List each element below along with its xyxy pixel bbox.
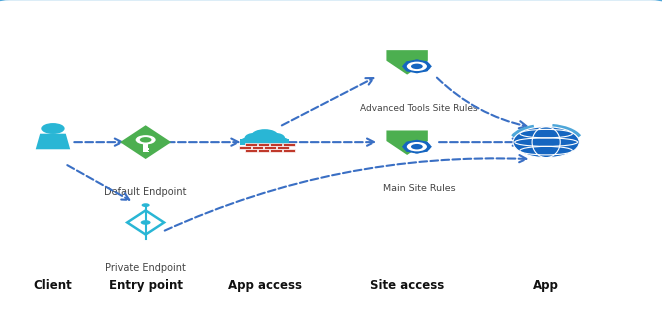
Bar — [258, 149, 269, 152]
Bar — [245, 149, 257, 152]
Bar — [240, 139, 289, 145]
Text: App: App — [533, 279, 559, 292]
Circle shape — [406, 150, 410, 152]
Circle shape — [403, 140, 431, 153]
Circle shape — [414, 59, 420, 62]
Circle shape — [252, 129, 278, 142]
Bar — [270, 149, 282, 152]
Circle shape — [406, 142, 410, 144]
Circle shape — [423, 69, 428, 72]
Circle shape — [411, 64, 423, 69]
Polygon shape — [120, 125, 171, 159]
Circle shape — [406, 142, 427, 151]
Circle shape — [423, 61, 428, 63]
Polygon shape — [387, 50, 428, 74]
Bar — [270, 143, 282, 146]
Text: Advanced Tools Site Rules: Advanced Tools Site Rules — [360, 104, 478, 112]
Bar — [264, 146, 276, 149]
Text: App access: App access — [228, 279, 302, 292]
Bar — [245, 143, 257, 146]
Bar — [258, 143, 269, 146]
Text: Site access: Site access — [370, 279, 444, 292]
Circle shape — [411, 144, 423, 150]
Bar — [143, 144, 148, 152]
Bar — [239, 146, 251, 149]
Bar — [277, 146, 289, 149]
Text: Default Endpoint: Default Endpoint — [105, 187, 187, 197]
Circle shape — [423, 150, 428, 152]
Circle shape — [427, 146, 432, 148]
Text: Entry point: Entry point — [109, 279, 183, 292]
Bar — [252, 146, 263, 149]
Circle shape — [513, 127, 579, 158]
Polygon shape — [387, 130, 428, 155]
Circle shape — [423, 142, 428, 144]
Text: Client: Client — [34, 279, 72, 292]
Circle shape — [402, 65, 407, 68]
Circle shape — [141, 220, 150, 225]
Circle shape — [414, 71, 420, 73]
Circle shape — [142, 203, 150, 207]
Circle shape — [271, 137, 289, 146]
Bar — [146, 148, 149, 150]
Circle shape — [244, 133, 266, 143]
Circle shape — [406, 61, 427, 71]
Circle shape — [414, 151, 420, 154]
Circle shape — [136, 135, 156, 145]
Text: Main Site Rules: Main Site Rules — [383, 184, 455, 193]
Bar — [146, 151, 149, 152]
Circle shape — [427, 65, 432, 68]
Circle shape — [406, 61, 410, 63]
Bar — [283, 149, 295, 152]
Circle shape — [140, 137, 152, 142]
Text: Private Endpoint: Private Endpoint — [105, 263, 186, 273]
Bar — [283, 143, 295, 146]
Circle shape — [403, 60, 431, 73]
Circle shape — [263, 133, 285, 143]
Circle shape — [41, 123, 65, 134]
Polygon shape — [36, 134, 70, 149]
Circle shape — [240, 137, 258, 146]
Circle shape — [406, 69, 410, 72]
Circle shape — [402, 146, 407, 148]
Circle shape — [414, 140, 420, 142]
